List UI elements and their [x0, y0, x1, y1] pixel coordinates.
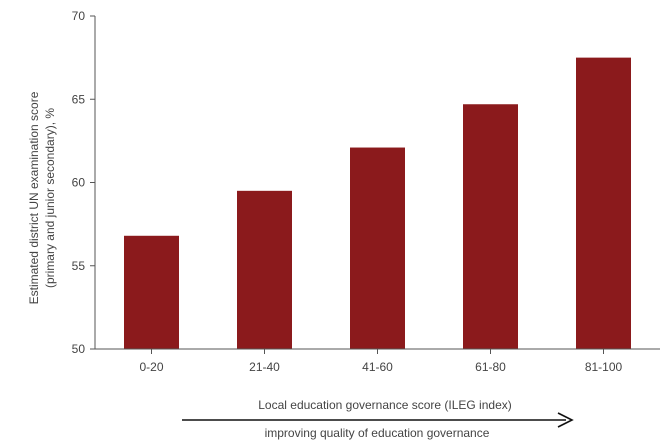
bar-21-40: [237, 190, 292, 349]
y-axis-ticks: 50 55 60 65 70: [72, 9, 95, 356]
x-tick-label: 81-100: [585, 360, 623, 374]
bars: [124, 57, 631, 350]
y-tick-label: 60: [72, 176, 86, 190]
arrow-head-icon: [557, 412, 574, 428]
bar-81-100: [576, 57, 631, 349]
x-tick-label: 0-20: [139, 360, 163, 374]
y-tick-label: 65: [72, 92, 86, 106]
x-axis-title: Local education governance score (ILEG i…: [258, 398, 511, 412]
x-tick-label: 41-60: [362, 360, 393, 374]
y-axis-title-line-2: (primary and junior secondary), %: [43, 108, 57, 288]
bar-0-20: [124, 235, 179, 349]
y-axis-title: Estimated district UN examination score …: [27, 91, 57, 304]
x-axis-ticks: 0-20 21-40 41-60 61-80 81-100: [139, 349, 623, 374]
bar-61-80: [463, 104, 518, 350]
arrow-caption: improving quality of education governanc…: [265, 426, 490, 440]
y-tick-label: 70: [72, 9, 86, 23]
bar-41-60: [350, 147, 405, 349]
x-tick-label: 21-40: [249, 360, 280, 374]
y-tick-label: 55: [72, 259, 86, 273]
y-tick-label: 50: [72, 342, 86, 356]
y-axis-title-line-1: Estimated district UN examination score: [27, 91, 41, 304]
x-tick-label: 61-80: [475, 360, 506, 374]
direction-arrow: [182, 412, 574, 428]
